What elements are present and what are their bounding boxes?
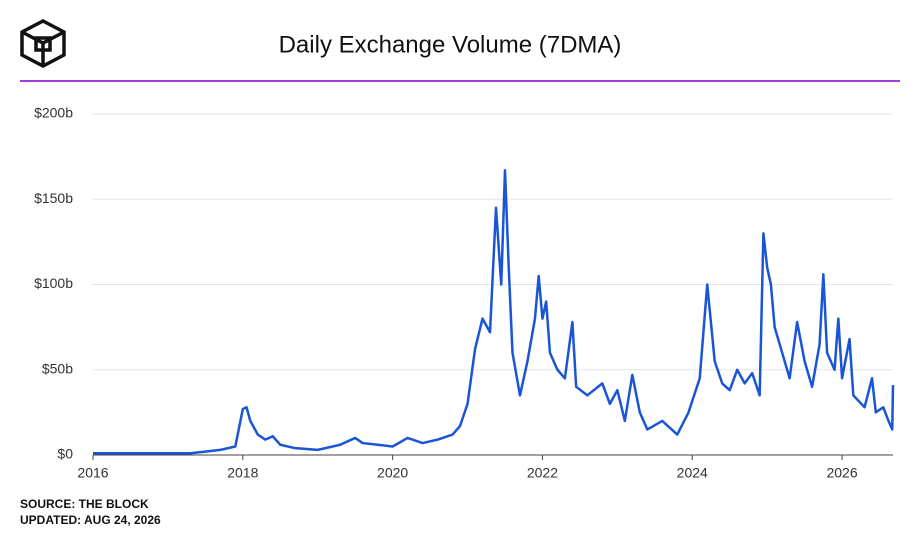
x-tick-label: 2024 xyxy=(677,465,708,481)
x-tick-label: 2018 xyxy=(227,465,258,481)
y-tick-label: $200b xyxy=(34,105,73,121)
x-tick-label: 2022 xyxy=(527,465,558,481)
source: SOURCE: THE BLOCK xyxy=(20,497,149,511)
x-tick-label: 2026 xyxy=(826,465,857,481)
chart-title: Daily Exchange Volume (7DMA) xyxy=(279,31,622,58)
y-tick-label: $150b xyxy=(34,190,73,206)
x-tick-label: 2020 xyxy=(377,465,408,481)
x-tick-label: 2016 xyxy=(77,465,108,481)
updated: UPDATED: AUG 24, 2026 xyxy=(20,513,161,527)
line xyxy=(93,169,895,455)
y-tick-label: $100b xyxy=(34,275,73,291)
y-tick-label: $50b xyxy=(42,360,73,376)
y-tick-label: $0 xyxy=(57,446,73,462)
logo xyxy=(20,19,66,68)
